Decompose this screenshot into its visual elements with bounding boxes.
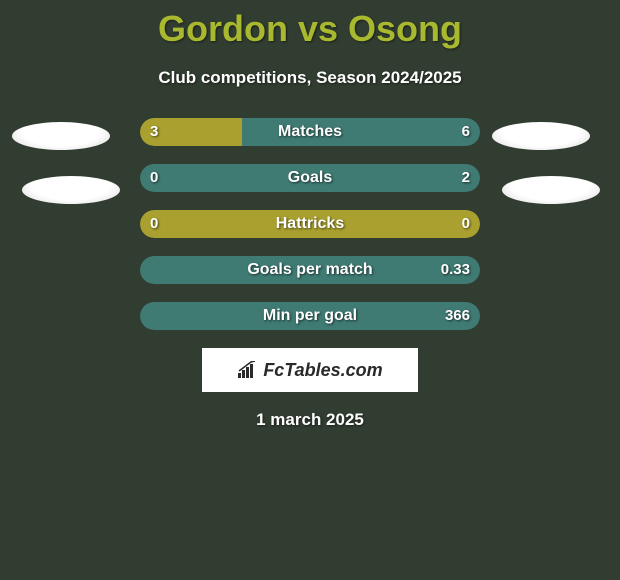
page-title: Gordon vs Osong [0,0,620,50]
decorative-ellipse [502,176,600,204]
stat-row: 0.33Goals per match [0,256,620,284]
chart-icon [237,361,259,379]
stat-label: Min per goal [140,302,480,330]
decorative-ellipse [492,122,590,150]
decorative-ellipse [22,176,120,204]
stat-label: Matches [140,118,480,146]
subtitle: Club competitions, Season 2024/2025 [0,68,620,88]
stat-label: Goals [140,164,480,192]
stat-label: Goals per match [140,256,480,284]
date-text: 1 march 2025 [0,410,620,430]
stat-row: 00Hattricks [0,210,620,238]
stat-label: Hattricks [140,210,480,238]
decorative-ellipse [12,122,110,150]
brand-logo: FcTables.com [237,360,382,381]
stats-container: 36Matches02Goals00Hattricks0.33Goals per… [0,118,620,330]
stat-row: 366Min per goal [0,302,620,330]
brand-box: FcTables.com [202,348,418,392]
brand-text: FcTables.com [263,360,382,381]
